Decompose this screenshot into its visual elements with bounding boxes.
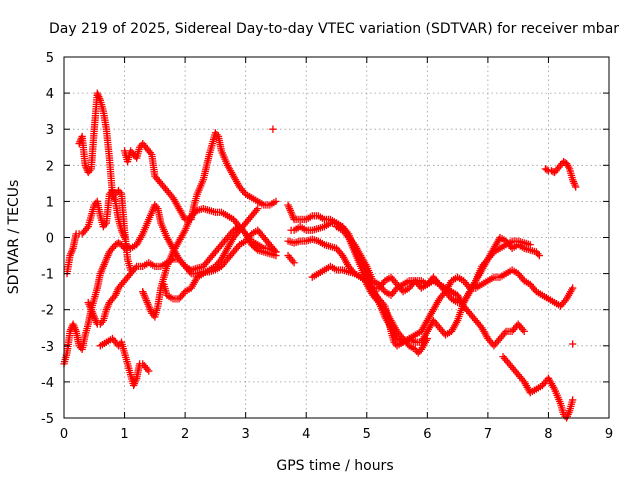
y-tick-label: -1 bbox=[41, 268, 54, 283]
data-point bbox=[269, 125, 277, 133]
series-arc-p bbox=[541, 158, 580, 191]
chart-title: Day 219 of 2025, Sidereal Day-to-day VTE… bbox=[49, 21, 619, 37]
x-tick-label: 9 bbox=[605, 427, 613, 442]
data-point bbox=[569, 340, 577, 348]
data-point bbox=[145, 367, 153, 375]
series-arc-e bbox=[96, 334, 153, 390]
series-arc-k bbox=[284, 251, 298, 267]
y-tick-label: 1 bbox=[46, 195, 54, 210]
data-point bbox=[535, 251, 544, 260]
x-tick-label: 1 bbox=[120, 427, 128, 442]
data-point bbox=[569, 396, 577, 404]
data-point bbox=[572, 183, 580, 191]
x-tick-label: 0 bbox=[60, 427, 68, 442]
data-point bbox=[272, 248, 280, 256]
data-point bbox=[272, 197, 280, 206]
x-tick-label: 3 bbox=[242, 427, 250, 442]
series-arc-d bbox=[75, 89, 129, 242]
y-tick-label: 4 bbox=[46, 87, 54, 102]
x-tick-label: 5 bbox=[363, 427, 371, 442]
series-arc-h bbox=[160, 204, 262, 303]
y-tick-label: 0 bbox=[46, 232, 54, 247]
x-tick-label: 8 bbox=[544, 427, 552, 442]
x-axis-ticks: 0 1 2 3 4 5 6 7 8 9 bbox=[60, 57, 613, 442]
x-tick-label: 6 bbox=[423, 427, 431, 442]
y-tick-label: 5 bbox=[46, 51, 54, 66]
y-tick-label: -2 bbox=[41, 304, 54, 319]
x-tick-label: 7 bbox=[484, 427, 492, 442]
y-tick-label: 3 bbox=[46, 123, 54, 138]
data-point bbox=[520, 327, 528, 336]
data-point bbox=[290, 259, 298, 267]
y-tick-label: -4 bbox=[41, 376, 54, 391]
data-points bbox=[60, 89, 580, 422]
y-axis-ticks: -5 -4 -3 -2 -1 0 1 2 3 4 5 bbox=[41, 51, 609, 427]
data-point bbox=[120, 233, 129, 242]
series-arc-n bbox=[332, 223, 544, 307]
data-point bbox=[254, 204, 262, 213]
x-tick-label: 2 bbox=[181, 427, 189, 442]
y-tick-label: -5 bbox=[41, 412, 54, 427]
x-tick-label: 4 bbox=[302, 427, 310, 442]
series-arc-o bbox=[499, 352, 577, 422]
y-tick-label: 2 bbox=[46, 159, 54, 174]
data-point bbox=[569, 284, 577, 292]
y-axis-label: SDTVAR / TECUs bbox=[6, 180, 22, 295]
y-tick-label: -3 bbox=[41, 340, 54, 355]
series-isolated bbox=[269, 125, 577, 348]
x-axis-label: GPS time / hours bbox=[276, 458, 393, 474]
series-arc-g bbox=[139, 204, 280, 321]
